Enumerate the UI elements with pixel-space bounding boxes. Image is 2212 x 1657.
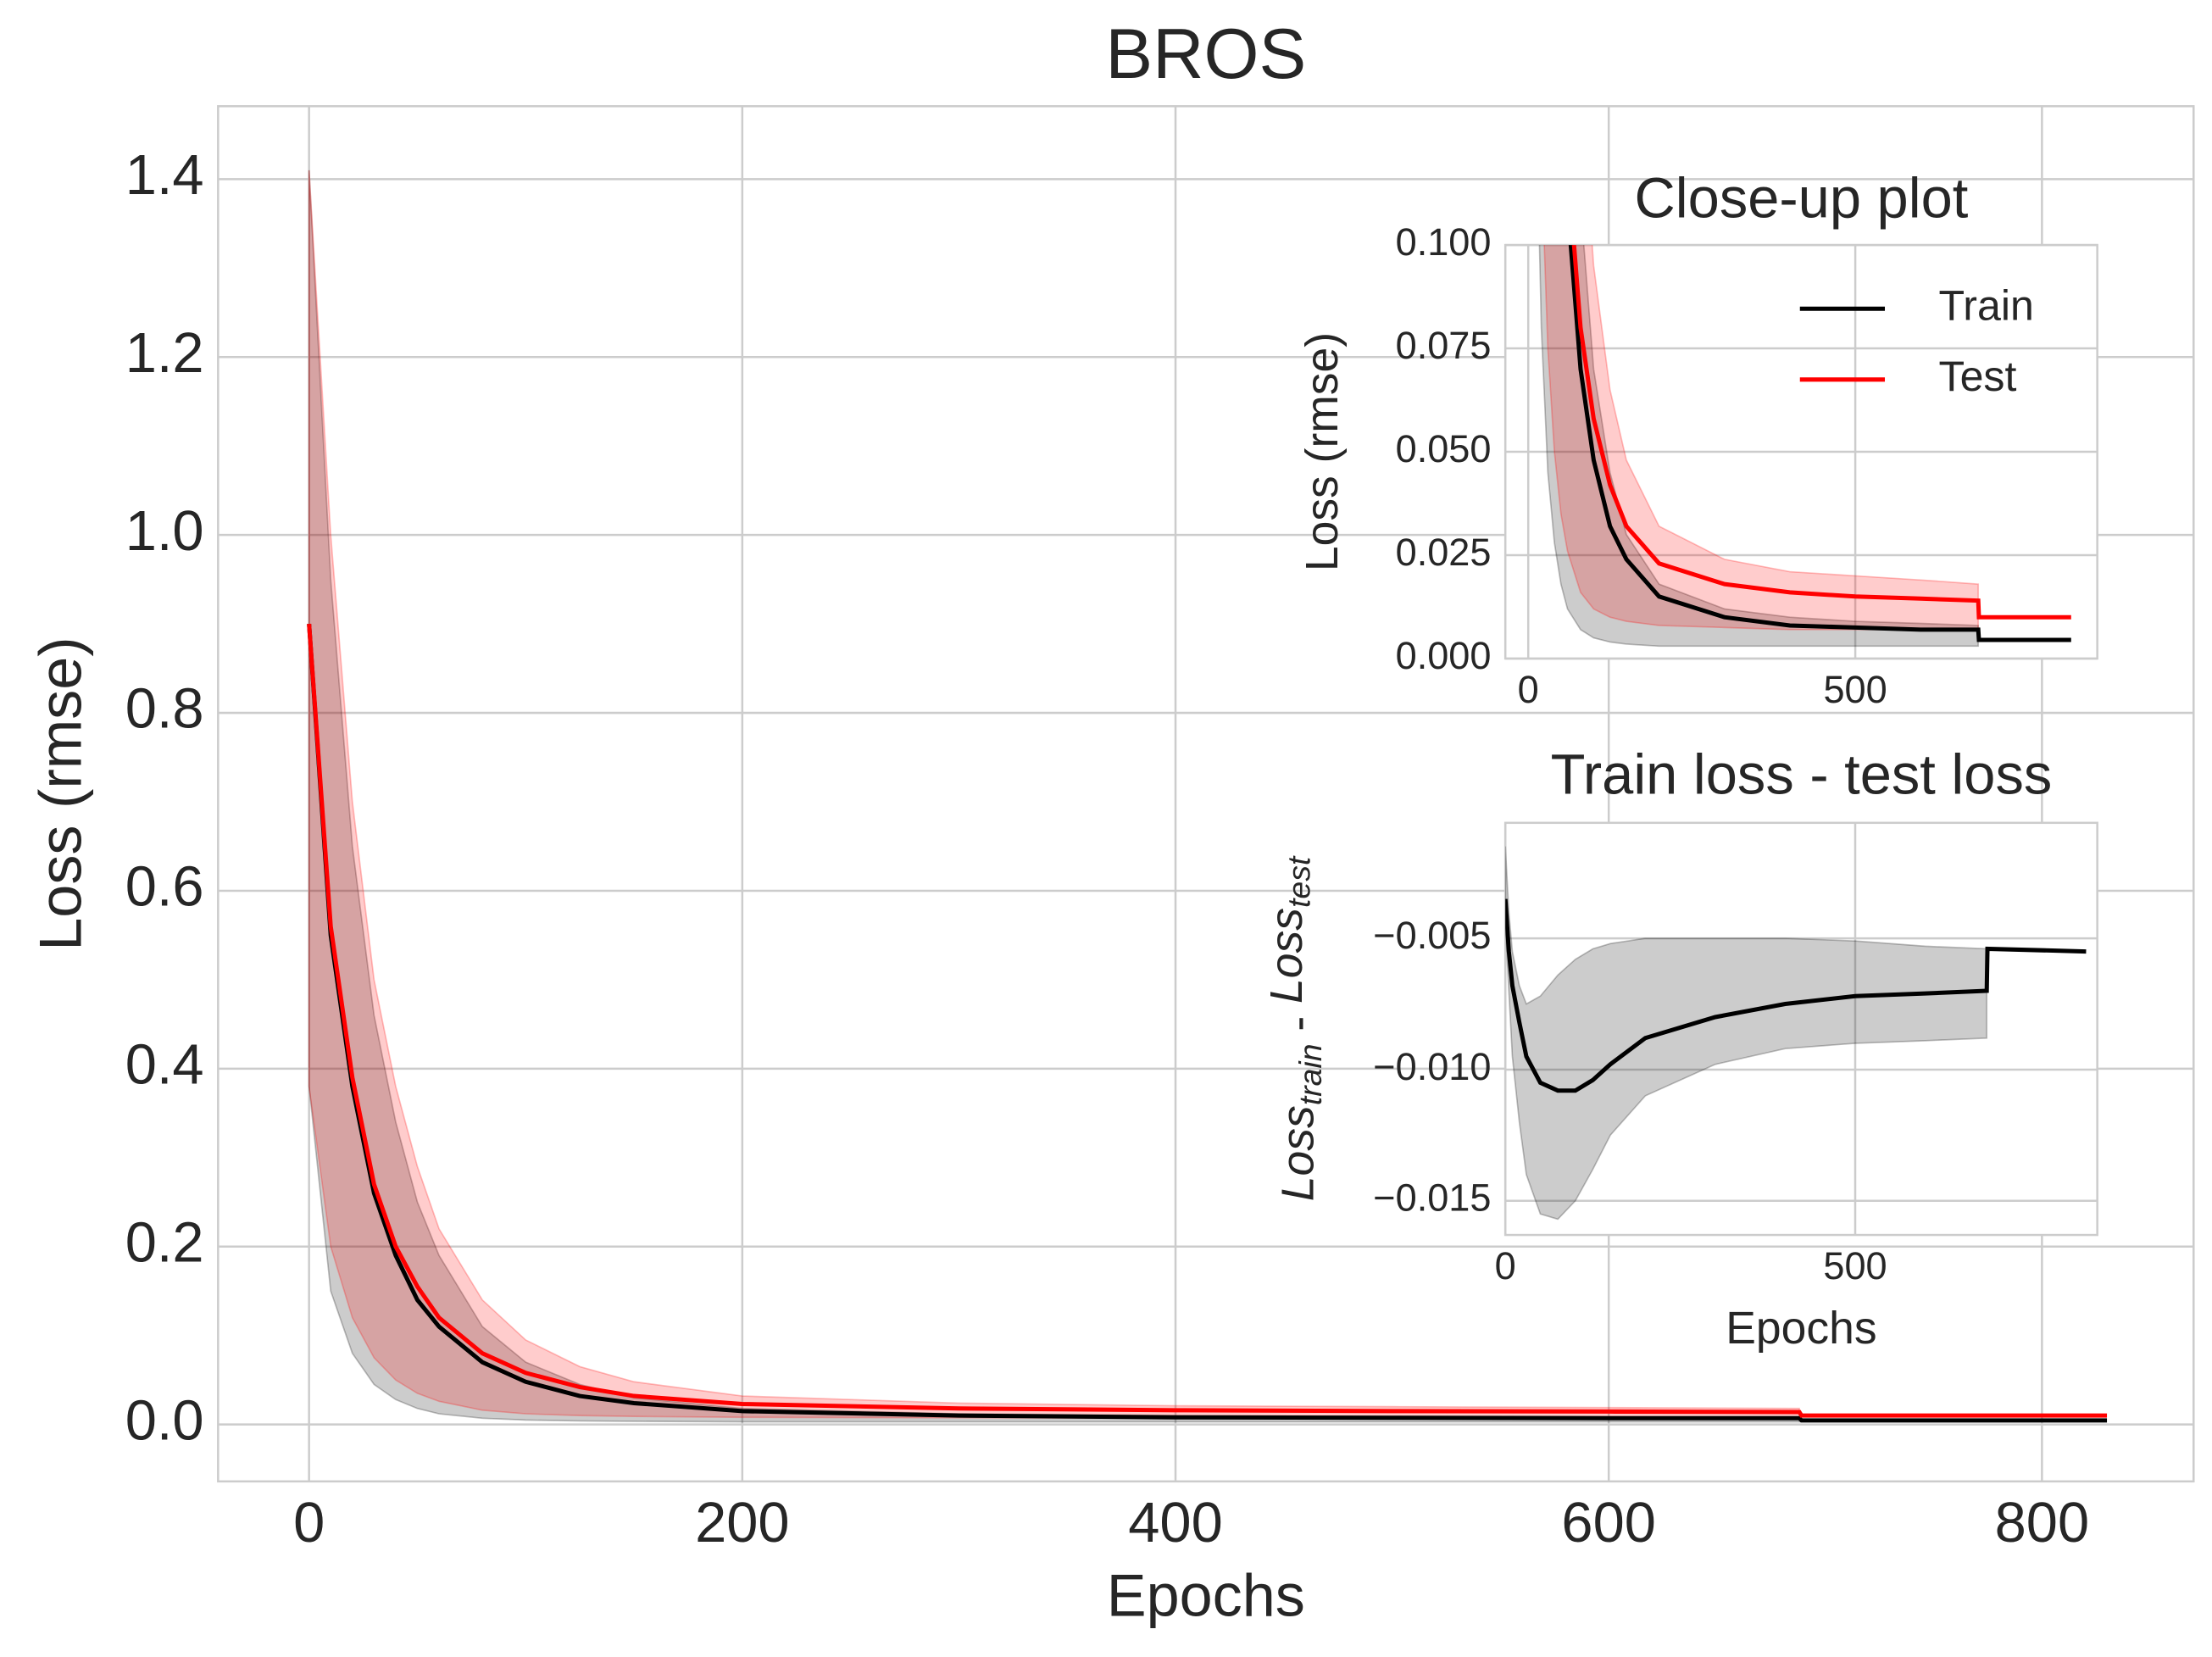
x-tick-label: 400 <box>1128 1492 1223 1554</box>
y-axis-label: Loss (rmse) <box>1298 332 1348 571</box>
x-tick-label: 600 <box>1561 1492 1655 1554</box>
plot-area <box>1538 245 2071 648</box>
axes-frame <box>217 105 2195 1483</box>
chart-title: Train loss - test loss <box>1551 744 2053 807</box>
plot-area <box>307 170 2108 1423</box>
series-line <box>307 623 2108 1423</box>
y-axis-label-part: - <box>1274 1004 1324 1044</box>
y-tick-label: 0.4 <box>125 1034 204 1097</box>
inset-background <box>1505 822 2098 1236</box>
chart-title: Close-up plot <box>1635 168 1969 231</box>
legend-label: Train <box>1939 281 2034 329</box>
legend-label: Test <box>1939 353 2017 400</box>
y-tick-label: 1.0 <box>125 500 204 563</box>
y-tick-label: 1.4 <box>125 144 204 207</box>
y-axis-label-part: test <box>1281 855 1316 908</box>
series-line <box>1568 245 2071 642</box>
y-tick-label: 0.0 <box>125 1389 204 1452</box>
series-line <box>1571 245 2071 620</box>
x-tick-label: 0 <box>1495 1244 1516 1287</box>
y-tick-label: 0.000 <box>1396 634 1492 677</box>
y-tick-label: 0.2 <box>125 1211 204 1274</box>
x-tick-label: 200 <box>695 1492 790 1554</box>
y-tick-label: 0.100 <box>1396 220 1492 264</box>
plot-area <box>1505 846 2087 1221</box>
x-tick-label: 500 <box>1823 1244 1887 1287</box>
y-tick-label: 0.025 <box>1396 531 1492 574</box>
y-tick-label: 0.6 <box>125 856 204 919</box>
y-tick-label: 0.8 <box>125 678 204 741</box>
chart-title: BROS <box>1105 14 1306 93</box>
y-tick-label: −0.005 <box>1373 914 1491 957</box>
y-axis-label: Loss (rmse) <box>26 637 93 950</box>
y-tick-label: −0.015 <box>1373 1176 1491 1220</box>
confidence-band <box>1538 245 1980 648</box>
y-axis-label-part: Loss <box>1262 908 1312 1004</box>
y-axis-label-part: Loss <box>1274 1105 1324 1201</box>
y-tick-label: 1.2 <box>125 322 204 385</box>
confidence-band <box>1505 846 1988 1221</box>
x-axis-label: Epochs <box>1107 1562 1305 1629</box>
x-tick-label: 500 <box>1823 668 1887 711</box>
x-tick-label: 0 <box>1518 668 1539 711</box>
series-line <box>307 623 2108 1418</box>
axes-frame <box>1503 243 2098 660</box>
x-tick-label: 800 <box>1995 1492 2090 1554</box>
axes-frame <box>1503 821 2098 1237</box>
y-tick-label: 0.050 <box>1396 427 1492 470</box>
y-axis-label: Losstrain - Losstest <box>1262 855 1328 1201</box>
y-tick-label: −0.010 <box>1373 1045 1491 1088</box>
confidence-band <box>308 170 1800 1423</box>
y-tick-label: 0.075 <box>1396 324 1492 367</box>
series-line <box>1505 898 2087 1093</box>
x-tick-label: 0 <box>293 1492 325 1554</box>
x-axis-label: Epochs <box>1726 1304 1876 1354</box>
y-axis-label-part: train <box>1292 1043 1328 1105</box>
